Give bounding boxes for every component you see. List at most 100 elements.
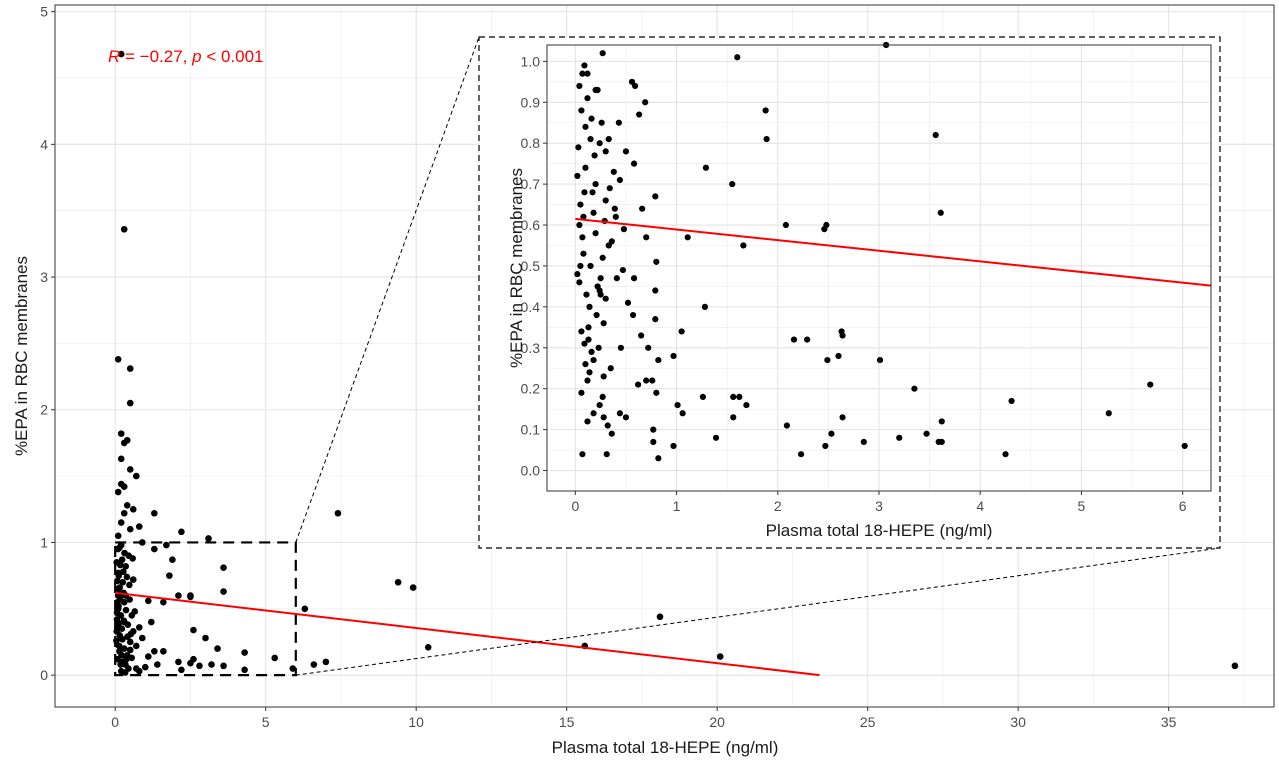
y-tick-label: 1.0	[521, 53, 541, 69]
data-point	[214, 645, 221, 652]
data-point	[593, 311, 600, 319]
connector-line-bottom	[295, 547, 1221, 676]
data-point	[605, 136, 612, 143]
correlation-annotation: R = −0.27, p < 0.001	[108, 47, 264, 66]
data-point	[310, 661, 318, 668]
data-point	[129, 505, 137, 513]
data-point	[151, 647, 158, 655]
data-point	[586, 303, 593, 310]
data-point	[132, 472, 140, 480]
y-tick-label: 5	[40, 4, 48, 20]
data-point	[584, 377, 591, 384]
data-point	[608, 430, 615, 437]
data-point	[115, 569, 122, 577]
data-point	[606, 185, 613, 192]
data-point	[839, 414, 846, 421]
data-point	[334, 509, 342, 517]
x-tick-label: 2	[774, 498, 782, 514]
data-point	[655, 455, 662, 462]
data-point	[712, 434, 720, 441]
data-point	[783, 422, 790, 429]
data-point	[684, 234, 691, 241]
data-point	[190, 655, 197, 663]
data-point	[132, 665, 140, 672]
data-point	[160, 647, 167, 655]
data-point	[604, 422, 611, 429]
data-point	[394, 578, 402, 586]
data-point	[674, 401, 681, 409]
data-point	[1181, 442, 1188, 450]
data-point	[154, 661, 161, 668]
y-tick-label: 0.2	[521, 381, 541, 397]
data-point	[763, 136, 770, 143]
data-point	[600, 373, 607, 380]
data-point	[175, 658, 182, 666]
data-point	[126, 646, 134, 654]
data-point	[579, 451, 586, 458]
data-point	[631, 82, 639, 90]
data-point	[409, 584, 417, 591]
data-point	[652, 316, 659, 323]
data-point	[579, 70, 586, 77]
data-point	[220, 662, 227, 670]
data-point	[608, 238, 615, 245]
data-point	[220, 564, 227, 571]
data-point	[584, 418, 591, 425]
data-point	[122, 606, 130, 614]
data-point	[576, 221, 583, 229]
data-point	[578, 328, 585, 335]
data-point	[169, 556, 176, 563]
data-point	[129, 555, 136, 562]
y-tick-label: 0.1	[521, 422, 541, 438]
data-point	[620, 226, 628, 233]
y-tick-label: 0	[40, 667, 48, 683]
data-point	[124, 633, 131, 640]
data-point	[602, 197, 609, 204]
data-point	[653, 389, 660, 396]
data-point	[129, 576, 137, 583]
data-point	[634, 381, 642, 388]
data-point	[602, 148, 609, 155]
data-point	[679, 410, 686, 417]
data-point	[762, 107, 769, 114]
data-point	[730, 414, 737, 421]
data-point	[178, 528, 185, 536]
data-point	[790, 336, 798, 343]
data-point	[835, 352, 842, 360]
data-point	[131, 608, 139, 615]
data-point	[586, 369, 593, 376]
data-point	[839, 332, 846, 339]
data-point	[702, 164, 710, 171]
data-point	[126, 581, 133, 589]
data-point	[622, 414, 630, 421]
x-tick-label: 3	[875, 498, 883, 514]
data-point	[599, 393, 606, 400]
inset-axis-ticks: 0 1 2 3 4 5 6 0.0 0.1 0.2 0.3 0.4 0.5 0.6 0.7 0.8 0.9 1.0	[521, 53, 1187, 514]
data-point	[576, 82, 583, 90]
data-point	[577, 262, 584, 270]
data-point	[652, 193, 659, 200]
data-point	[670, 442, 677, 450]
data-point	[113, 609, 121, 617]
data-point	[630, 275, 638, 282]
x-tick-label: 0	[111, 714, 119, 730]
data-point	[574, 172, 581, 180]
data-point	[151, 509, 158, 517]
data-point	[205, 535, 212, 542]
data-point	[116, 584, 124, 591]
main-points	[113, 50, 1239, 676]
data-point	[575, 144, 582, 151]
data-point	[113, 637, 120, 644]
data-point	[114, 356, 122, 363]
data-point	[145, 597, 152, 605]
data-point	[590, 209, 597, 216]
data-point	[114, 532, 122, 540]
data-point	[122, 563, 130, 570]
data-point	[587, 136, 594, 143]
data-point	[585, 324, 592, 331]
data-point	[577, 201, 584, 208]
x-tick-label: 25	[860, 714, 876, 730]
y-tick-label: 0.8	[521, 135, 541, 151]
